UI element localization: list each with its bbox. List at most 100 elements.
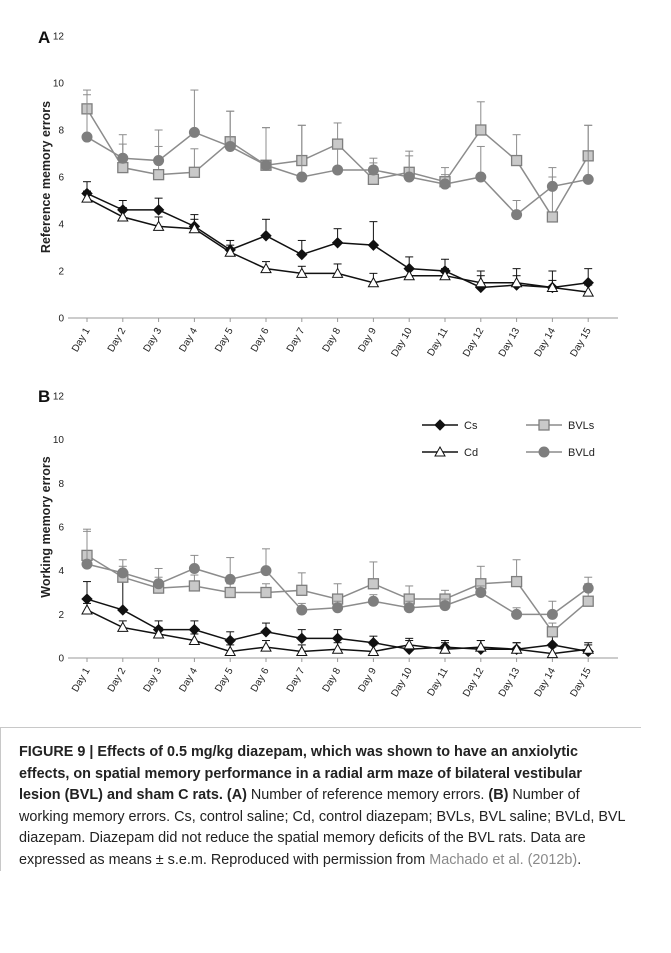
figure-caption: FIGURE 9 | Effects of 0.5 mg/kg diazepam… <box>1 728 641 871</box>
legend-entry-bvld: BVLd <box>526 446 595 459</box>
data-point <box>224 140 236 152</box>
data-point <box>188 222 201 234</box>
caption-panel-b-text: Number of working memory errors. Cs, con… <box>19 787 625 868</box>
x-tick-label: Day 4 <box>177 326 200 355</box>
series-cd <box>81 190 595 297</box>
caption-end: . <box>577 851 582 868</box>
data-point <box>117 604 129 616</box>
y-tick-label: 10 <box>53 435 65 446</box>
data-point <box>546 211 559 223</box>
panel-a-reference-memory-chart: A Reference memory errors 0 2 4 6 8 10 12 Day 1 Da… <box>38 28 618 359</box>
y-tick-label: 8 <box>58 126 64 137</box>
legend-entry-cd: Cd <box>422 445 478 459</box>
legend: Cs BVLs Cd BVLd <box>422 419 595 459</box>
y-tick-label: 8 <box>58 479 64 490</box>
data-point <box>546 647 559 659</box>
x-tick-label: Day 5 <box>213 326 236 355</box>
data-point <box>81 593 93 605</box>
data-point <box>188 562 200 574</box>
data-point <box>475 124 487 136</box>
data-point <box>582 286 595 297</box>
data-point <box>367 173 380 186</box>
y-tick-label: 2 <box>58 267 64 278</box>
legend-marker <box>434 419 446 431</box>
y-axis-label: Working memory errors <box>39 456 53 598</box>
data-point <box>188 126 200 138</box>
data-point <box>331 267 344 278</box>
data-point <box>260 641 272 652</box>
legend-entry-bvls: BVLs <box>526 419 595 432</box>
x-tick-label: Day 14 <box>533 326 559 359</box>
legend-label: BVLd <box>568 447 595 459</box>
data-point <box>117 161 129 174</box>
x-tick-label: Day 10 <box>389 666 415 699</box>
data-point <box>367 645 380 656</box>
x-tick-label: Day 7 <box>285 326 308 355</box>
data-point <box>546 626 559 638</box>
data-point <box>296 171 308 183</box>
legend-marker <box>538 419 550 431</box>
legend-marker <box>434 445 446 457</box>
series-bvld <box>81 530 594 620</box>
data-point <box>81 558 93 570</box>
panel-b-letter: B <box>38 387 50 406</box>
x-tick-label: Day 15 <box>568 666 594 699</box>
data-point <box>546 608 558 620</box>
y-tick-label: 6 <box>58 173 64 184</box>
data-point <box>510 154 523 167</box>
data-point <box>546 180 558 192</box>
x-tick-label: Day 8 <box>321 666 344 695</box>
data-point <box>367 239 380 251</box>
data-point <box>260 626 272 638</box>
data-point <box>152 220 165 231</box>
data-point <box>582 582 594 594</box>
x-tick-label: Day 2 <box>106 666 129 695</box>
data-point <box>474 641 487 652</box>
data-point <box>296 584 308 596</box>
data-point <box>188 166 201 178</box>
data-point <box>332 164 344 176</box>
data-point <box>188 634 201 646</box>
data-point <box>188 623 201 636</box>
data-point <box>403 638 416 650</box>
data-point <box>296 248 308 261</box>
x-tick-label: Day 8 <box>321 326 344 355</box>
data-point <box>116 210 129 222</box>
data-point <box>260 262 272 274</box>
x-tick-label: Day 11 <box>426 326 451 359</box>
panel-a-letter: A <box>38 28 50 47</box>
y-tick-label: 4 <box>58 220 64 231</box>
y-tick-label: 6 <box>58 523 64 534</box>
x-tick-label: Day 2 <box>106 326 129 355</box>
data-point <box>510 575 523 588</box>
data-point <box>403 269 416 281</box>
data-point <box>117 152 129 164</box>
x-tick-label: Day 6 <box>249 666 272 695</box>
data-point <box>403 171 415 183</box>
data-point <box>260 230 272 242</box>
data-point <box>475 587 487 598</box>
y-tick-label: 10 <box>53 79 65 90</box>
data-point <box>439 600 451 612</box>
data-point <box>296 604 308 616</box>
data-point <box>439 643 451 654</box>
data-point <box>224 586 236 599</box>
panel-b-working-memory-chart: B Working memory errors 0 2 4 6 8 10 12 Day 1 Day … <box>38 387 618 699</box>
data-point <box>260 565 272 577</box>
x-tick-label: Day 7 <box>285 666 308 695</box>
data-point <box>295 645 308 656</box>
data-point <box>116 621 129 632</box>
data-point <box>510 643 523 654</box>
x-tick-label: Day 15 <box>568 326 594 359</box>
series-bvld <box>81 89 594 221</box>
data-point <box>81 131 93 143</box>
data-point <box>81 603 93 615</box>
caption-box: FIGURE 9 | Effects of 0.5 mg/kg diazepam… <box>0 727 641 871</box>
caption-panel-a-text: Number of reference memory errors. <box>246 787 489 803</box>
caption-citation-link[interactable]: Machado et al. (2012b) <box>429 851 578 868</box>
y-axis-label: Reference memory errors <box>39 101 53 253</box>
data-point <box>439 269 451 281</box>
x-tick-label: Day 4 <box>177 666 200 695</box>
series-cd <box>81 602 595 659</box>
y-tick-label: 12 <box>53 392 65 403</box>
